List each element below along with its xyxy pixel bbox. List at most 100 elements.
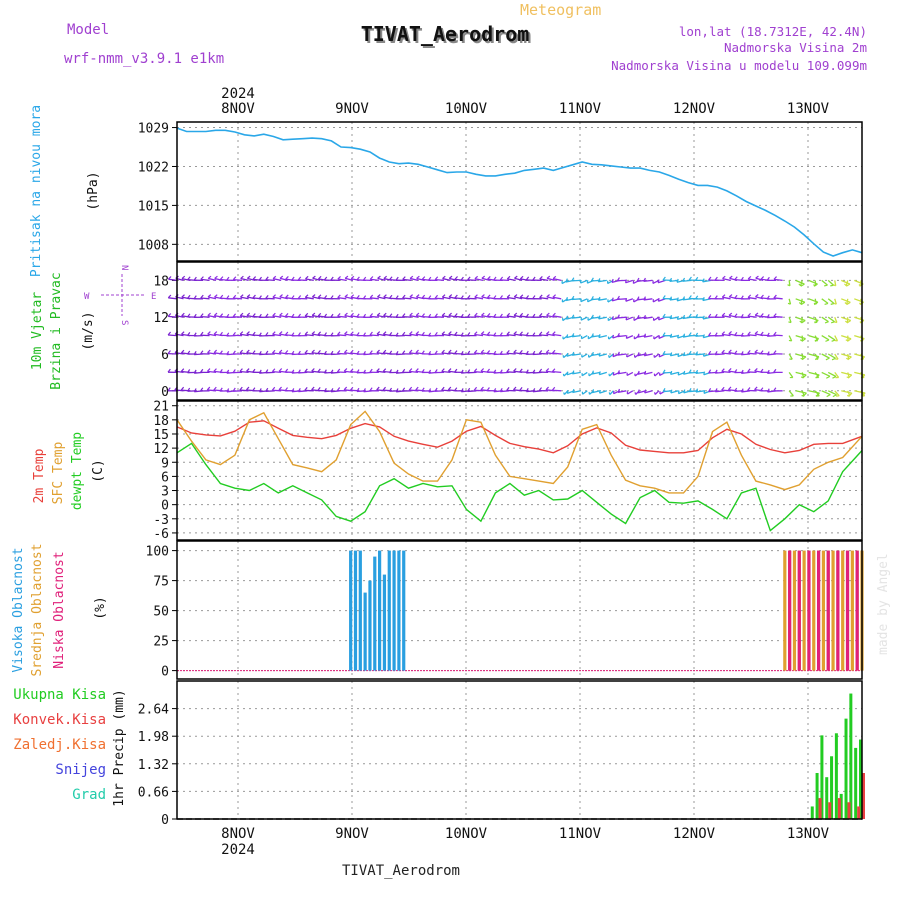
- wind-barb-flag: [832, 358, 836, 360]
- wind-barb: [539, 335, 548, 336]
- conv-rain-bar: [857, 806, 860, 819]
- bottom-date-label: 8NOV: [221, 826, 255, 842]
- wind-barb: [663, 391, 672, 392]
- wind-barb-flag: [482, 295, 485, 297]
- wind-barb-flag: [678, 353, 679, 356]
- wind-axis-label-2: Brzina i Pravac: [49, 272, 64, 389]
- wind-barb: [337, 353, 346, 354]
- legend-frz-rain: Zaledj.Kisa: [13, 737, 106, 753]
- high-cloud-bar: [359, 551, 362, 671]
- compass-south: S: [119, 320, 129, 325]
- y-tick-label: 0: [161, 499, 169, 514]
- wind-barb-flag: [563, 374, 564, 376]
- wind-barb: [435, 280, 444, 281]
- mid-cloud-bar: [841, 551, 844, 671]
- wind-barb: [789, 372, 793, 377]
- footer-station: TIVAT_Aerodrom: [342, 863, 460, 879]
- mid-cloud-bar: [803, 551, 806, 671]
- wind-barb-flag: [825, 303, 828, 304]
- wind-barb-flag: [704, 390, 705, 393]
- wind-barb: [741, 336, 750, 337]
- y-tick-label: 1008: [138, 238, 169, 253]
- y-tick-label: 0: [161, 813, 169, 828]
- total-rain-bar: [835, 733, 838, 819]
- wind-barb: [854, 372, 865, 375]
- wind-barb-flag: [247, 295, 250, 297]
- low-cloud-bar: [827, 551, 830, 671]
- legend-graupel: Grad: [72, 787, 106, 803]
- temp-unit: (C): [91, 459, 106, 482]
- wind-barb: [741, 354, 750, 355]
- precip-bars: [177, 694, 865, 819]
- compass-west: W: [84, 292, 90, 302]
- wind-unit: (m/s): [81, 311, 96, 350]
- wind-barb: [748, 353, 757, 354]
- elevation-text: Nadmorska Visina 2m: [724, 40, 867, 55]
- cloud-high-label: Visoka Oblacnost: [11, 547, 26, 672]
- pressure-series: [177, 128, 862, 256]
- y-tick-label: 0.66: [138, 785, 169, 800]
- wind-barb: [715, 372, 724, 373]
- total-rain-bar: [811, 806, 814, 819]
- y-tick-label: 0: [161, 385, 169, 400]
- wind-barb-flag: [547, 276, 550, 278]
- dewpt-line: [177, 443, 862, 530]
- top-date-label: 11NOV: [559, 101, 602, 117]
- wind-barb-flag: [847, 396, 850, 397]
- wind-barb: [168, 335, 177, 336]
- y-tick-label: 1015: [138, 199, 169, 214]
- wind-barb: [617, 299, 626, 300]
- wind-barb-flag: [564, 392, 565, 394]
- wind-barb: [796, 299, 805, 302]
- wind-barb: [644, 280, 653, 281]
- wind-barb: [583, 391, 588, 394]
- bottom-date-label: 9NOV: [335, 826, 369, 842]
- wind-barb: [201, 317, 210, 318]
- wind-barb-flag: [247, 276, 250, 278]
- legend-total-rain: Ukupna Kisa: [13, 687, 106, 703]
- bottom-date-label: 12NOV: [673, 826, 716, 842]
- wind-barb-flag: [825, 322, 828, 323]
- wind-barb-flag: [377, 295, 380, 297]
- wind-barb-flag: [655, 392, 656, 394]
- mid-cloud-bar: [783, 551, 786, 671]
- wind-barb-flag: [345, 295, 348, 297]
- wind-barb: [337, 335, 346, 336]
- y-tick-label: 12: [153, 311, 169, 326]
- low-cloud-bar: [807, 551, 810, 671]
- y-tick-label: 18: [153, 274, 169, 289]
- model-name: wrf-nmm_v3.9.1 e1km: [64, 51, 224, 67]
- wind-barb: [841, 299, 850, 303]
- wind-barb: [201, 298, 210, 299]
- total-rain-bar: [825, 777, 828, 819]
- wind-barb-flag: [831, 304, 834, 305]
- wind-barb-flag: [635, 392, 636, 394]
- high-cloud-bar: [354, 551, 357, 671]
- wind-barb-flag: [378, 276, 381, 278]
- year-label-top: 2024: [221, 86, 255, 102]
- wind-barb-flag: [834, 322, 837, 323]
- wind-barb: [822, 299, 828, 304]
- wind-barb: [715, 354, 724, 355]
- wind-barb-flag: [847, 377, 850, 378]
- y-tick-label: -3: [153, 513, 169, 528]
- high-cloud-bar: [378, 551, 381, 671]
- wind-barb-flag: [824, 285, 827, 286]
- cloud-mid-label: Srednja Oblacnost: [30, 543, 45, 676]
- cloud-grid: [177, 541, 862, 679]
- wind-barb-flag: [600, 390, 601, 393]
- wind-barb: [809, 299, 818, 302]
- wind-barb-flag: [313, 276, 316, 278]
- wind-barb-flag: [208, 276, 211, 278]
- wind-barb: [582, 354, 587, 357]
- wind-barb-flag: [567, 372, 568, 375]
- wind-barb: [828, 280, 833, 285]
- pressure-line: [177, 128, 862, 256]
- wind-barb-flag: [799, 284, 801, 286]
- wind-barb: [266, 280, 275, 281]
- model-label: Model: [67, 22, 109, 38]
- wind-barb: [828, 317, 834, 322]
